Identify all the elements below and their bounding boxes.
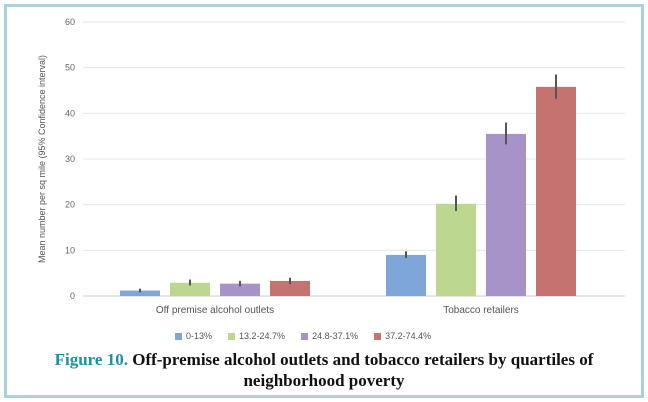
legend-swatch xyxy=(301,332,309,340)
legend-item: 24.8-37.1% xyxy=(301,329,358,343)
error-bars xyxy=(139,74,557,293)
x-category-label: Off premise alcohol outlets xyxy=(156,305,274,316)
bar xyxy=(270,280,310,296)
figure-frame: 0 10 20 30 40 50 60 Off premise alcohol outlet… xyxy=(4,4,644,398)
caption-text: Off-premise alcohol outlets and tobacco … xyxy=(132,350,594,390)
bar xyxy=(170,282,210,296)
y-tick-label: 30 xyxy=(65,154,75,164)
x-category-label: Tobacco retailers xyxy=(443,305,519,316)
bar xyxy=(120,290,160,296)
y-tick-label: 0 xyxy=(70,291,75,301)
bar xyxy=(536,86,576,296)
legend-label: 24.8-37.1% xyxy=(312,331,359,341)
legend-label: 0-13% xyxy=(186,331,213,341)
legend-swatch xyxy=(175,332,182,340)
y-tick-label: 40 xyxy=(65,108,75,118)
legend-swatch xyxy=(228,332,236,340)
y-tick-label: 20 xyxy=(65,200,75,210)
x-axis-categories: Off premise alcohol outlets Tobacco retai… xyxy=(156,305,519,316)
legend-label: 13.2-24.7% xyxy=(239,331,286,341)
bar xyxy=(436,203,476,296)
legend-item: 0-13% xyxy=(175,329,212,343)
legend-label: 37.2-74.4% xyxy=(385,331,432,341)
legend-item: 13.2-24.7% xyxy=(228,329,285,343)
bar xyxy=(220,283,260,296)
figure-caption: Figure 10. Off-premise alcohol outlets a… xyxy=(7,349,641,391)
y-tick-label: 10 xyxy=(65,245,75,255)
legend-swatch xyxy=(374,332,382,340)
legend-item: 37.2-74.4% xyxy=(374,329,431,343)
y-axis-ticks: 0 10 20 30 40 50 60 xyxy=(65,17,75,301)
y-tick-label: 60 xyxy=(65,17,75,27)
caption-lead: Figure 10. xyxy=(54,350,128,369)
bars xyxy=(120,86,576,296)
bar-chart: 0 10 20 30 40 50 60 Off premise alcohol outlet… xyxy=(37,17,625,316)
legend: 0-13% 13.2-24.7% 24.8-37.1% 37.2-74.4% xyxy=(175,329,431,343)
gridlines xyxy=(83,21,625,297)
bar xyxy=(486,133,526,296)
y-tick-label: 50 xyxy=(65,63,75,73)
bar xyxy=(386,254,426,296)
y-axis-label: Mean number per sq mile (95% Confidence … xyxy=(37,55,47,263)
